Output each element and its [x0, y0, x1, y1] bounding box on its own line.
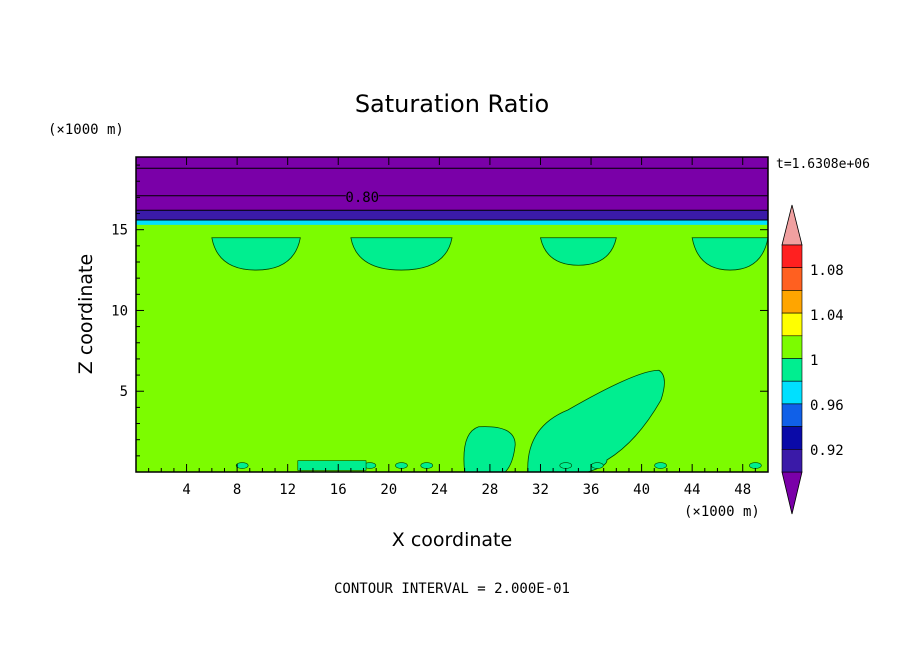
time-label: t=1.6308e+06 — [776, 157, 870, 172]
x-tick-label: 28 — [481, 482, 498, 498]
contour-blob — [691, 237, 769, 271]
x-tick-label: 8 — [233, 482, 241, 498]
colorbar-box — [781, 358, 803, 382]
x-tick-label: 16 — [330, 482, 347, 498]
contour-speckle — [591, 462, 604, 469]
x-unit-label: (×1000 m) — [684, 504, 760, 520]
contour-label: 0.80 — [345, 190, 379, 206]
x-tick-label: 32 — [532, 482, 549, 498]
colorbar-label: 0.96 — [810, 398, 844, 414]
x-tick-label: 12 — [279, 482, 296, 498]
colorbar-box — [781, 244, 803, 269]
y-axis-label: Z coordinate — [75, 254, 97, 374]
y-tick-label: 10 — [111, 303, 128, 319]
contour-speckle — [749, 462, 762, 469]
x-tick-label: 36 — [583, 482, 600, 498]
colorbar-box — [781, 380, 803, 405]
colorbar-label: 1.04 — [810, 308, 844, 324]
contour-label-bg — [345, 187, 379, 204]
contour-speckle — [395, 462, 408, 469]
colorbar-box — [781, 335, 803, 359]
contour-speckle — [420, 462, 434, 469]
x-tick-label: 20 — [380, 482, 397, 498]
colorbar-box — [781, 448, 803, 473]
colorbar-label: 1.08 — [810, 263, 844, 279]
x-tick-label: 4 — [182, 482, 190, 498]
contour-speckle — [297, 460, 367, 471]
colorbar-bottom-arrow — [781, 471, 803, 515]
colorbar-box — [781, 290, 803, 314]
contour-blob — [527, 369, 665, 473]
x-tick-label: 44 — [684, 482, 701, 498]
colorbar-box — [781, 403, 803, 427]
region-upper-purple — [136, 157, 768, 211]
colorbar: 0.92 0.96 1 1.04 1.08 — [781, 204, 844, 515]
y-tick-label: 15 — [111, 223, 128, 239]
x-tick-label: 40 — [633, 482, 650, 498]
x-axis-label: X coordinate — [392, 529, 512, 551]
colorbar-box — [781, 267, 803, 291]
colorbar-label: 1 — [810, 353, 818, 369]
region-cyan-band — [136, 220, 768, 225]
contour-blob — [463, 426, 516, 473]
region-dark-blue-band — [136, 210, 768, 220]
contour-interval-label: CONTOUR INTERVAL = 2.000E-01 — [334, 581, 570, 597]
colorbar-box — [781, 312, 803, 337]
contour-blob — [539, 237, 617, 266]
colorbar-label: 0.92 — [810, 443, 844, 459]
contour-speckle — [559, 462, 573, 469]
x-tick-label: 24 — [431, 482, 448, 498]
y-unit-label: (×1000 m) — [48, 122, 124, 138]
y-tick-label: 5 — [120, 384, 128, 400]
colorbar-top-arrow — [781, 204, 803, 246]
chart-title: Saturation Ratio — [355, 90, 549, 118]
x-tick-label: 48 — [734, 482, 751, 498]
contour-blob — [211, 237, 301, 271]
colorbar-box — [781, 426, 803, 450]
contour-blob — [350, 237, 453, 271]
contour-speckle — [654, 462, 667, 469]
contour-speckle — [235, 462, 249, 469]
